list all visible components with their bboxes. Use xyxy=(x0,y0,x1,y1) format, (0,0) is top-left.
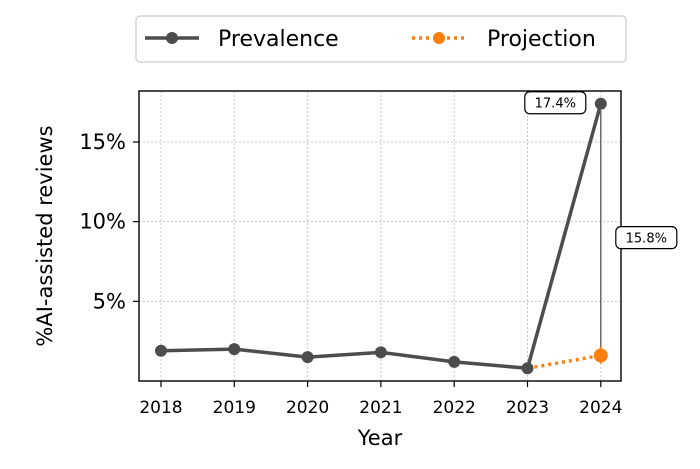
annotation-gap-label: 15.8% xyxy=(626,232,667,247)
prevalence-point-2023 xyxy=(521,362,534,375)
plot-frame xyxy=(138,90,622,382)
legend-label-prevalence: Prevalence xyxy=(218,27,339,52)
legend: Prevalence Projection xyxy=(135,15,627,63)
x-tick-label-2020: 2020 xyxy=(286,398,329,418)
annotation-gap-box xyxy=(615,226,678,250)
grid xyxy=(139,91,621,381)
legend-marker-projection xyxy=(433,32,445,44)
annotation-peak-label: 17.4% xyxy=(535,97,576,112)
y-axis: 5% 10% 15% xyxy=(79,130,139,313)
x-axis-label: Year xyxy=(357,426,403,450)
y-tick-label-2: 15% xyxy=(79,130,126,154)
legend-marker-prevalence xyxy=(166,32,178,44)
series-line-projection xyxy=(527,353,602,370)
prevalence-point-2022 xyxy=(448,355,461,368)
legend-entry-prevalence: Prevalence xyxy=(145,27,339,52)
y-tick-label-1: 10% xyxy=(79,210,126,234)
x-tick-label-2021: 2021 xyxy=(359,398,402,418)
y-tick-label-0: 5% xyxy=(93,289,126,313)
x-tick-label-2019: 2019 xyxy=(213,398,256,418)
annotations: 17.4% 15.8% xyxy=(524,91,678,347)
prevalence-point-2018 xyxy=(155,344,167,357)
x-tick-label-2023: 2023 xyxy=(506,398,549,418)
prevalence-point-2020 xyxy=(301,351,314,364)
legend-entry-projection: Projection xyxy=(412,27,596,52)
prevalence-point-2024 xyxy=(594,97,607,110)
prevalence-point-2021 xyxy=(374,346,387,359)
legend-label-projection: Projection xyxy=(487,27,596,52)
prevalence-point-2019 xyxy=(228,343,241,356)
x-tick-label-2022: 2022 xyxy=(433,398,476,418)
legend-box xyxy=(135,15,627,63)
x-tick-label-2018: 2018 xyxy=(139,398,182,418)
projection-point-2024 xyxy=(593,348,608,363)
x-axis: 2018 2019 2020 2021 2022 2023 2024 xyxy=(139,381,622,418)
annotation-peak-box xyxy=(524,91,587,115)
series-layer xyxy=(155,97,608,375)
y-axis-label: %AI-assisted reviews xyxy=(33,125,57,346)
x-tick-label-2024: 2024 xyxy=(579,398,622,418)
